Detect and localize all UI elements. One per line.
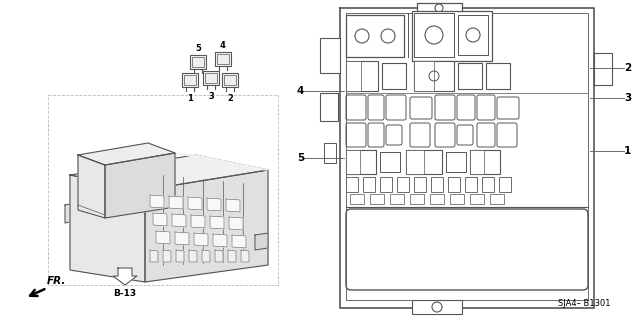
Bar bbox=[465, 177, 477, 192]
Bar bbox=[320, 93, 338, 121]
Bar bbox=[320, 38, 340, 73]
Text: 4: 4 bbox=[296, 86, 304, 96]
Polygon shape bbox=[176, 250, 184, 262]
Text: 3: 3 bbox=[208, 92, 214, 101]
Bar bbox=[412, 11, 492, 61]
Polygon shape bbox=[188, 197, 202, 210]
Bar bbox=[486, 63, 510, 89]
Bar bbox=[192, 57, 204, 67]
Bar bbox=[431, 177, 443, 192]
Bar bbox=[380, 177, 392, 192]
Polygon shape bbox=[113, 268, 137, 285]
Text: 1: 1 bbox=[187, 94, 193, 103]
Polygon shape bbox=[194, 233, 208, 246]
Bar bbox=[182, 73, 198, 87]
Text: 1: 1 bbox=[624, 146, 631, 156]
Bar bbox=[217, 54, 229, 64]
Polygon shape bbox=[105, 153, 175, 218]
Bar bbox=[222, 73, 238, 87]
Bar bbox=[414, 61, 434, 91]
Polygon shape bbox=[145, 170, 268, 282]
Polygon shape bbox=[202, 250, 210, 262]
Bar bbox=[490, 194, 504, 204]
Bar bbox=[499, 177, 511, 192]
Polygon shape bbox=[175, 153, 268, 170]
Bar bbox=[397, 177, 409, 192]
Polygon shape bbox=[150, 250, 158, 262]
Polygon shape bbox=[189, 250, 197, 262]
Polygon shape bbox=[228, 250, 236, 262]
Polygon shape bbox=[210, 216, 224, 229]
Bar bbox=[414, 177, 426, 192]
Bar bbox=[410, 194, 424, 204]
Bar bbox=[346, 61, 378, 91]
Bar bbox=[370, 194, 384, 204]
Text: 2: 2 bbox=[624, 63, 631, 73]
Bar bbox=[224, 75, 236, 85]
Polygon shape bbox=[156, 231, 170, 244]
Bar bbox=[430, 194, 444, 204]
Bar bbox=[594, 53, 612, 85]
Polygon shape bbox=[70, 175, 145, 282]
Bar bbox=[470, 150, 500, 174]
Polygon shape bbox=[169, 196, 183, 209]
Bar bbox=[363, 177, 375, 192]
Polygon shape bbox=[213, 234, 227, 247]
Bar bbox=[190, 55, 206, 69]
Bar bbox=[203, 71, 219, 85]
Bar bbox=[412, 300, 462, 314]
Bar bbox=[346, 150, 376, 174]
Bar bbox=[350, 194, 364, 204]
Polygon shape bbox=[65, 204, 70, 223]
Bar bbox=[414, 13, 454, 57]
Bar bbox=[448, 177, 460, 192]
Polygon shape bbox=[232, 235, 246, 248]
Bar bbox=[346, 150, 360, 174]
Bar bbox=[184, 75, 196, 85]
Bar bbox=[450, 194, 464, 204]
Polygon shape bbox=[70, 155, 268, 190]
Polygon shape bbox=[241, 250, 249, 262]
Bar bbox=[380, 152, 400, 172]
Polygon shape bbox=[78, 143, 175, 165]
Polygon shape bbox=[150, 195, 164, 208]
Text: SJA4– B1301: SJA4– B1301 bbox=[557, 299, 610, 308]
Polygon shape bbox=[163, 250, 171, 262]
Bar bbox=[470, 194, 484, 204]
Bar bbox=[458, 63, 482, 89]
Polygon shape bbox=[191, 215, 205, 228]
Bar bbox=[346, 15, 404, 57]
Bar bbox=[482, 177, 494, 192]
Bar bbox=[470, 150, 484, 174]
Polygon shape bbox=[78, 155, 105, 218]
Polygon shape bbox=[215, 250, 223, 262]
Text: B-13: B-13 bbox=[113, 289, 136, 298]
Bar bbox=[346, 61, 361, 91]
Text: 3: 3 bbox=[624, 93, 631, 103]
Polygon shape bbox=[226, 199, 240, 212]
Polygon shape bbox=[229, 217, 243, 230]
Bar bbox=[324, 143, 336, 163]
Bar bbox=[215, 52, 231, 66]
Bar bbox=[406, 150, 442, 174]
Polygon shape bbox=[153, 213, 167, 226]
Text: 5: 5 bbox=[195, 44, 201, 53]
Bar bbox=[346, 177, 358, 192]
Text: 4: 4 bbox=[220, 41, 226, 50]
Text: 2: 2 bbox=[227, 94, 233, 103]
Bar bbox=[390, 194, 404, 204]
Text: 5: 5 bbox=[297, 153, 304, 163]
Bar bbox=[205, 73, 217, 83]
Polygon shape bbox=[255, 233, 268, 250]
Polygon shape bbox=[207, 198, 221, 211]
Text: FR.: FR. bbox=[47, 276, 67, 286]
Polygon shape bbox=[175, 232, 189, 245]
Bar bbox=[417, 3, 462, 13]
Bar bbox=[458, 15, 488, 55]
Bar bbox=[446, 152, 466, 172]
Bar bbox=[382, 63, 406, 89]
Bar bbox=[406, 150, 424, 174]
Polygon shape bbox=[172, 214, 186, 227]
Bar bbox=[414, 61, 454, 91]
